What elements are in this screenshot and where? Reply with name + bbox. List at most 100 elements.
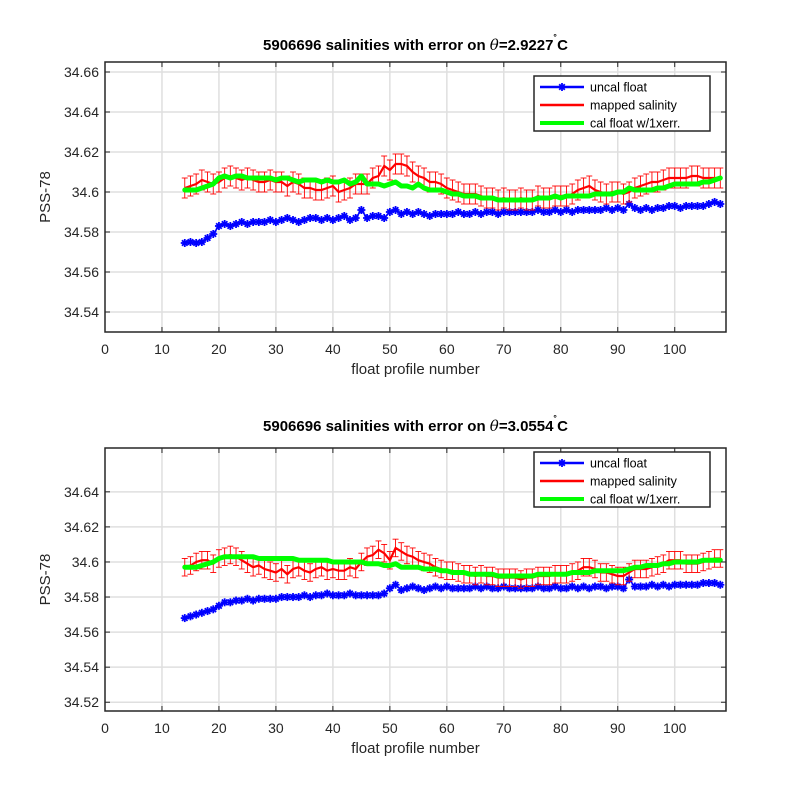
data-point [699,579,708,588]
marker-stroke [488,584,496,592]
marker-stroke [437,210,445,218]
y-tick-label: 34.62 [64,144,99,160]
legend-label: uncal float [590,81,648,95]
marker-stroke [585,206,593,214]
marker-stroke [420,210,428,218]
x-tick-label: 0 [101,341,109,357]
y-tick-label: 34.64 [64,104,99,120]
marker-stroke [312,214,320,222]
y-tick-label: 34.56 [64,264,99,280]
data-point [340,591,349,600]
marker-stroke [620,206,627,214]
data-point [351,214,360,222]
y-axis-label: PSS-78 [37,171,54,223]
marker-stroke [614,204,622,212]
marker-stroke [278,593,286,601]
y-tick-label: 34.66 [64,64,99,80]
data-point [391,206,400,214]
data-point [351,591,360,600]
legend-label: uncal float [590,457,648,471]
y-tick-label: 34.62 [64,519,99,535]
marker-stroke [375,212,382,220]
marker-stroke [369,212,377,220]
data-point [209,605,218,614]
marker-stroke [454,208,462,216]
marker-stroke [460,584,468,592]
title-prefix: 5906696 salinities with error on [263,37,490,54]
marker-stroke [449,584,456,592]
title-degree: ˚ [553,34,557,46]
marker-stroke [688,202,696,210]
marker-stroke [329,591,337,599]
data-point [448,584,457,593]
data-point [180,614,189,623]
title-theta: θ [490,417,499,435]
marker-stroke [558,83,566,91]
marker-stroke [471,208,479,216]
series-uncal-float [180,575,725,623]
marker-stroke [198,238,206,246]
x-axis-label: float profile number [351,361,479,378]
data-point [197,238,206,246]
y-tick-label: 34.54 [64,304,99,320]
x-tick-label: 90 [610,720,626,736]
marker-stroke [386,584,394,592]
y-tick-label: 34.52 [64,694,99,710]
x-tick-label: 10 [154,720,170,736]
marker-stroke [392,206,399,214]
marker-stroke [648,581,656,589]
marker-stroke [232,597,240,604]
marker-stroke [409,583,417,590]
data-point [180,239,189,247]
marker-stroke [711,579,719,587]
legend-item: cal float w/1xerr. [540,117,680,131]
marker-stroke [255,595,263,603]
marker-stroke [414,584,422,592]
legend-item: uncal float [540,81,648,95]
x-tick-label: 20 [211,341,227,357]
marker-stroke [454,584,462,592]
legend-item: mapped salinity [540,99,678,113]
marker-stroke [574,206,582,214]
chart-2: 0 10 20 30 40 50 60 70 80 90 100 34.52 34.54 34.56 34.… [37,415,727,757]
series-group [180,153,725,247]
legend-marker [558,459,566,467]
legend-item: uncal float [540,457,648,471]
marker-stroke [363,591,371,599]
series-line [182,173,723,203]
marker-stroke [323,590,331,597]
marker-stroke [711,198,719,206]
marker-stroke [204,234,211,242]
legend-label: mapped salinity [590,475,678,489]
data-point [237,596,246,605]
marker-stroke [620,584,627,592]
ticks [104,448,726,711]
marker-stroke [460,210,468,218]
marker-stroke [699,579,707,587]
marker-stroke [580,206,588,214]
marker-stroke [597,583,605,590]
marker-stroke [221,220,229,228]
marker-stroke [642,204,650,212]
marker-stroke [659,581,667,589]
data-point [619,584,628,593]
marker-stroke [392,581,399,589]
marker-stroke [432,583,439,590]
axes-box [104,61,727,333]
data-point [266,594,275,603]
marker-stroke [551,583,559,590]
chart-title: 5906696 salinities with error on θ=2.922… [263,34,568,54]
legend-item: cal float w/1xerr. [540,493,680,507]
marker-stroke [380,590,388,597]
data-point [636,582,645,591]
x-tick-label: 50 [382,720,398,736]
marker-stroke [443,583,451,590]
marker-stroke [682,581,690,589]
data-point [254,594,263,603]
marker-stroke [352,214,360,222]
title-value: =3.0554 [499,418,554,435]
marker-stroke [243,595,251,603]
marker-stroke [557,584,565,592]
title-prefix: 5906696 salinities with error on [263,418,490,435]
marker-stroke [602,204,610,212]
